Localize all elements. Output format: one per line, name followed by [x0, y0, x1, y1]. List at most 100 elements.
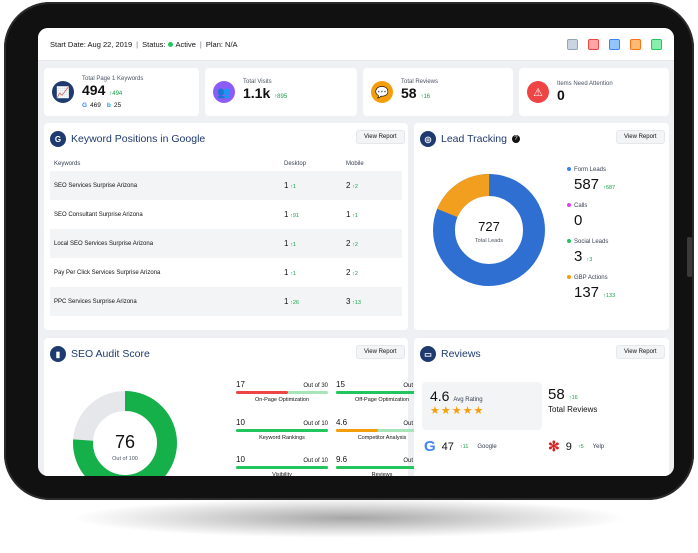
audit-metric-value: 10 — [236, 455, 245, 464]
report-icon[interactable] — [651, 38, 662, 50]
seo-audit-card: ▮ SEO Audit Score View Report 76 Out of … — [44, 338, 428, 476]
trending-chart-icon: 📈 — [52, 81, 74, 103]
avg-rating-box: 4.6 Avg Rating ★★★★★ — [422, 382, 542, 430]
mobile-cell: 2 ↑2 — [342, 229, 402, 258]
separator: | — [199, 39, 202, 49]
kpi-card-attention[interactable]: ⚠ Items Need Attention 0 — [519, 68, 669, 116]
audit-metric-value: 10 — [236, 418, 245, 427]
desktop-cell: 1 ↑91 — [284, 210, 299, 219]
users-icon: 👥 — [213, 81, 235, 103]
yelp-reviews[interactable]: ✻ 9 ↑5 Yelp — [548, 438, 605, 454]
kpi-card-visits[interactable]: 👥 Total Visits 1.1k ↑895 — [205, 68, 357, 116]
leads-view-report-button[interactable]: View Report — [616, 130, 665, 144]
plan-label: Plan: N/A — [205, 39, 238, 49]
audit-progress-bar — [336, 429, 428, 432]
legend-dot-icon — [567, 275, 571, 279]
table-row[interactable]: SEO Services Surprise Arizona 1 ↑1 2 ↑2 — [50, 171, 402, 200]
desktop-cell: 1 ↑1 — [280, 171, 342, 200]
kpi-label: Total Reviews — [401, 79, 439, 85]
review-chat-icon: ▭ — [420, 346, 436, 362]
legend-calls: Calls — [567, 203, 587, 209]
audit-progress-fill — [336, 429, 379, 432]
lead-tracking-card: ◎ Lead Tracking ? View Report 727 Total … — [414, 123, 669, 330]
document-icon[interactable] — [567, 38, 578, 50]
calendar-icon[interactable] — [588, 38, 599, 50]
table-row[interactable]: Pay Per Click Services Surprise Arizona … — [50, 258, 402, 287]
audit-metric-value: 17 — [236, 380, 245, 389]
warning-icon: ⚠ — [527, 81, 549, 103]
kpi-card-reviews[interactable]: 💬 Total Reviews 58 ↑16 — [363, 68, 513, 116]
audit-view-report-button[interactable]: View Report — [356, 345, 405, 359]
table-row[interactable]: PPC Services Surprise Arizona 1 ↑26 3 ↑1… — [50, 287, 402, 316]
social-leads-value: 3 ↑3 — [574, 248, 593, 265]
keywords-view-report-button[interactable]: View Report — [356, 130, 405, 144]
star-rating-icon: ★★★★★ — [430, 405, 485, 417]
yelp-review-count: 9 — [565, 440, 572, 453]
lead-donut-chart: 727 Total Leads — [433, 173, 545, 286]
total-reviews: 58 ↑16 Total Reviews — [548, 386, 598, 414]
keyword-positions-title: G Keyword Positions in Google — [50, 131, 205, 147]
calls-value: 0 — [574, 212, 583, 229]
audit-score-value: 76 — [115, 432, 135, 452]
keyword-cell: Pay Per Click Services Surprise Arizona — [54, 269, 161, 276]
gauge-fill — [73, 391, 177, 476]
reviews-title: ▭ Reviews — [420, 346, 481, 362]
donut-total: 727 — [478, 219, 500, 234]
yelp-label: Yelp — [592, 443, 605, 450]
mobile-cell: 2 ↑2 — [346, 268, 358, 277]
keyword-cell: SEO Services Surprise Arizona — [50, 171, 280, 200]
briefcase-icon[interactable] — [630, 38, 641, 50]
table-row[interactable]: SEO Consultant Surprise Arizona 1 ↑91 1 … — [50, 200, 402, 229]
desktop-cell: 1 ↑26 — [280, 287, 342, 316]
audit-progress-bar — [236, 466, 328, 469]
review-chat-icon: 💬 — [371, 81, 393, 103]
kpi-label: Total Page 1 Keywords — [82, 75, 144, 82]
chart-icon[interactable] — [609, 38, 620, 50]
col-desktop: Desktop — [284, 161, 307, 167]
audit-progress-fill — [236, 466, 328, 469]
keywords-table: Keywords Desktop Mobile SEO Services Sur… — [50, 157, 402, 316]
audit-progress-fill — [236, 429, 328, 432]
audit-score-label: Out of 100 — [112, 456, 138, 462]
google-review-count: 47 — [441, 440, 454, 453]
help-icon[interactable]: ? — [511, 135, 520, 143]
audit-metric-value: 15 — [336, 380, 345, 389]
separator: | — [136, 39, 139, 49]
dashboard-screen: Start Date: Aug 22, 2019 | Status: Activ… — [38, 28, 674, 476]
audit-metric-value: 4.6 — [336, 418, 348, 427]
google-reviews[interactable]: G 47 ↑11 Google — [424, 438, 497, 455]
lead-tracking-title: ◎ Lead Tracking ? — [420, 131, 520, 147]
audit-metric-name: Visibility — [272, 472, 292, 476]
kpi-value: 494 ↑494 — [82, 81, 123, 98]
status-dot-icon — [168, 41, 174, 47]
google-icon: G — [424, 438, 436, 455]
google-icon: G — [82, 101, 88, 109]
avg-rating: 4.6 Avg Rating — [430, 388, 483, 404]
audit-metric-max: Out of 30 — [303, 383, 328, 389]
mobile-cell: 2 ↑2 — [342, 171, 402, 200]
legend-gbp-actions: GBP Actions — [567, 275, 608, 281]
desktop-cell: 1 ↑1 — [280, 229, 342, 258]
keyword-positions-card: G Keyword Positions in Google View Repor… — [44, 123, 408, 330]
bar-chart-icon: ▮ — [50, 346, 66, 362]
tablet-device: Start Date: Aug 22, 2019 | Status: Activ… — [4, 2, 694, 500]
audit-progress-fill — [336, 466, 425, 469]
col-keywords: Keywords — [54, 161, 81, 167]
target-icon: ◎ — [420, 131, 436, 147]
kpi-engine-row: G 469 b 25 — [82, 102, 143, 109]
device-side-button — [687, 237, 692, 277]
audit-progress-bar — [336, 391, 428, 394]
legend-dot-icon — [567, 203, 571, 207]
table-row[interactable]: Local SEO Services Surprise Arizona 1 ↑1… — [50, 229, 402, 258]
audit-metric-name: Competitor Analysis — [357, 435, 407, 441]
audit-metric-max: Out of 10 — [303, 458, 328, 464]
kpi-label: Items Need Attention — [557, 81, 613, 87]
col-mobile: Mobile — [346, 161, 364, 167]
keyword-cell: Local SEO Services Surprise Arizona — [50, 229, 280, 258]
bing-icon: b — [106, 101, 111, 109]
keyword-cell: SEO Consultant Surprise Arizona — [54, 211, 143, 218]
kpi-label: Total Visits — [243, 79, 272, 85]
reviews-view-report-button[interactable]: View Report — [616, 345, 665, 359]
mobile-cell: 1 ↑1 — [346, 210, 358, 219]
